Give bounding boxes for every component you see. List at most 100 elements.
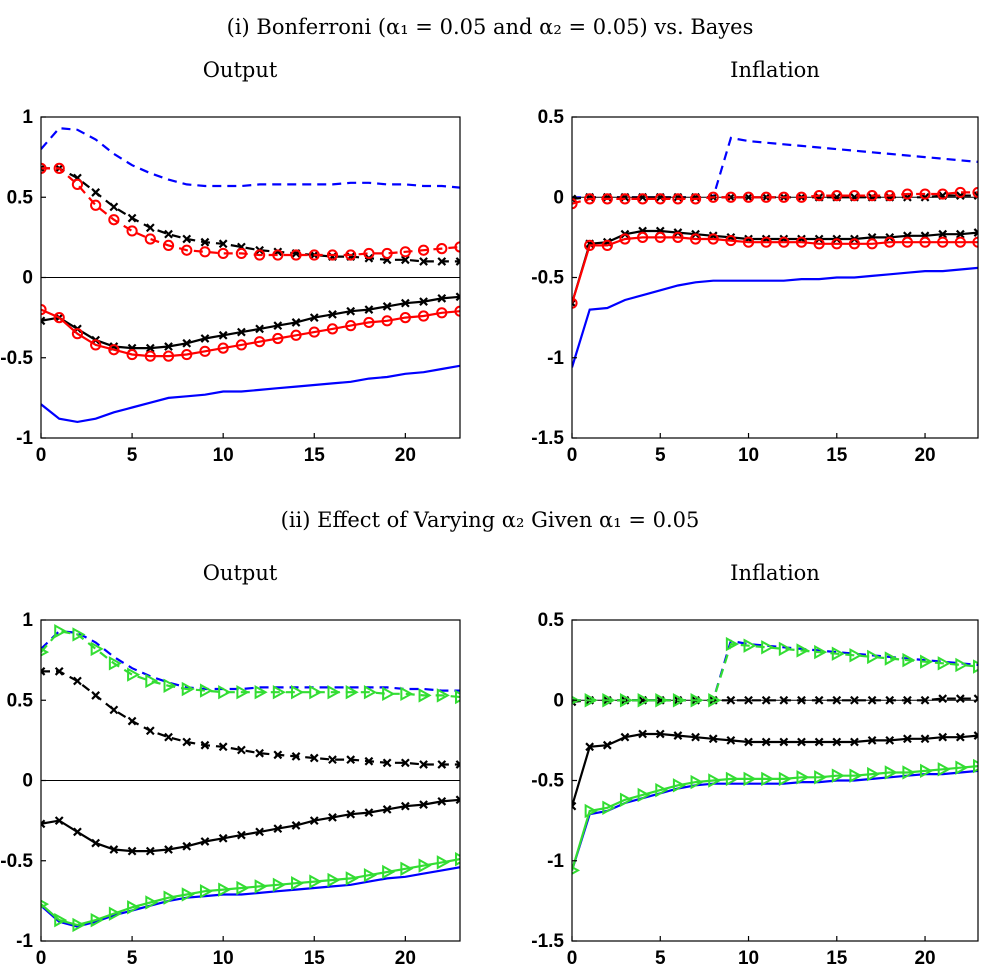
data-point-x-marker	[182, 737, 192, 747]
series-line-blue-dashed	[572, 136, 978, 199]
data-point-x-marker	[400, 298, 410, 308]
data-point-triangle-marker	[849, 648, 863, 663]
data-point-x-marker	[346, 755, 356, 765]
data-point-triangle-marker	[327, 685, 341, 700]
data-point-x-marker	[200, 837, 210, 846]
data-point-x-marker	[726, 192, 736, 202]
data-point-circle-marker	[778, 236, 790, 248]
data-point-x-marker	[309, 816, 319, 826]
data-point-x-marker	[91, 838, 101, 848]
data-point-x-marker	[572, 801, 577, 811]
panel-title-output-i: Output	[203, 58, 278, 82]
series-line-red-dashed	[41, 167, 460, 257]
data-point-triangle-marker	[254, 685, 268, 700]
data-point-circle-marker	[199, 246, 211, 258]
data-point-x-marker	[744, 737, 753, 747]
data-point-x-marker	[455, 760, 460, 769]
output-chart-bonferroni-vs-bayes: 0 5 10 15 20 1 0.5 0 -0.5 -1	[0, 107, 461, 466]
data-point-x-marker	[779, 695, 789, 705]
y-tick-label: 0.5	[7, 187, 34, 208]
data-point-circle-marker	[345, 249, 357, 261]
data-point-x-marker	[920, 695, 930, 705]
data-point-triangle-marker	[400, 686, 414, 702]
y-tick-label: -0.5	[0, 851, 33, 872]
data-point-x-marker	[797, 695, 806, 705]
x-tick-label: 15	[304, 948, 326, 969]
data-point-triangle-marker	[218, 882, 232, 897]
data-point-x-marker	[797, 737, 806, 747]
series-line-blue-dashed	[41, 630, 460, 692]
x-tick-label: 15	[304, 445, 326, 466]
data-point-triangle-marker	[602, 800, 616, 815]
data-point-triangle-marker	[382, 864, 396, 880]
data-point-circle-marker	[381, 315, 393, 327]
data-point-triangle-marker	[218, 685, 232, 700]
data-point-x-marker	[291, 821, 301, 830]
data-point-triangle-marker	[108, 656, 122, 671]
data-point-triangle-marker	[796, 643, 810, 658]
data-point-x-marker	[255, 324, 264, 334]
data-point-circle-marker	[235, 339, 247, 351]
data-point-triangle-marker	[672, 693, 686, 708]
data-point-x-marker	[437, 760, 447, 769]
data-point-x-marker	[145, 223, 155, 233]
data-point-circle-marker	[584, 193, 596, 205]
data-point-circle-marker	[584, 239, 596, 251]
data-point-x-marker	[41, 819, 46, 829]
data-point-triangle-marker	[54, 624, 68, 639]
data-point-circle-marker	[601, 193, 613, 205]
series-line-blue-dashed	[41, 127, 460, 189]
data-point-circle-marker	[937, 188, 949, 200]
data-point-x-marker	[832, 737, 842, 747]
data-point-x-marker	[938, 732, 948, 742]
data-point-x-marker	[638, 729, 647, 739]
data-point-circle-marker	[831, 238, 843, 250]
section-title-i: (i) Bonferroni (α₁ = 0.05 and α₂ = 0.05)…	[227, 15, 754, 39]
data-point-triangle-marker	[309, 685, 323, 700]
data-point-circle-marker	[619, 233, 631, 245]
data-point-circle-marker	[813, 238, 825, 250]
data-point-triangle-marker	[309, 874, 323, 889]
data-point-circle-marker	[707, 191, 719, 203]
data-point-triangle-marker	[400, 861, 414, 876]
x-tick-label: 15	[826, 445, 848, 466]
data-point-triangle-marker	[363, 868, 377, 883]
data-point-x-marker	[164, 845, 173, 854]
series-line-blue-solid	[41, 364, 460, 424]
panel-title-output-ii: Output	[203, 561, 278, 585]
data-point-triangle-marker	[814, 644, 828, 660]
data-point-x-marker	[400, 801, 410, 811]
data-point-x-marker	[54, 666, 64, 676]
inflation-chart-bonferroni-vs-bayes: 0 5 10 15 20 0.5 0 -0.5 -1 -1.5	[531, 107, 979, 466]
data-series-group	[41, 127, 460, 424]
data-point-triangle-marker	[145, 673, 159, 689]
data-point-circle-marker	[637, 193, 649, 205]
data-point-x-marker	[91, 188, 101, 197]
data-series-group	[572, 636, 978, 875]
data-point-x-marker	[164, 732, 173, 742]
data-point-x-marker	[127, 213, 137, 223]
data-point-triangle-marker	[867, 766, 881, 782]
data-point-triangle-marker	[637, 787, 651, 803]
data-point-triangle-marker	[761, 771, 775, 787]
data-point-circle-marker	[954, 236, 966, 248]
data-point-circle-marker	[290, 249, 302, 261]
data-point-x-marker	[364, 305, 374, 314]
data-point-triangle-marker	[690, 774, 704, 790]
data-point-circle-marker	[436, 307, 448, 319]
x-tick-label: 5	[127, 445, 138, 466]
data-point-circle-marker	[866, 190, 878, 202]
data-point-x-marker	[903, 695, 912, 705]
data-point-circle-marker	[795, 191, 808, 203]
data-point-x-marker	[328, 310, 337, 319]
data-point-x-marker	[437, 796, 447, 806]
series-line-black-solid	[572, 229, 978, 304]
y-tick-label: 0	[22, 268, 33, 289]
data-point-x-marker	[761, 737, 771, 747]
data-point-circle-marker	[345, 320, 357, 332]
data-point-x-marker	[109, 202, 119, 212]
data-point-circle-marker	[417, 244, 430, 256]
data-point-x-marker	[41, 163, 46, 173]
data-point-x-marker	[903, 734, 912, 744]
data-point-x-marker	[572, 194, 577, 204]
